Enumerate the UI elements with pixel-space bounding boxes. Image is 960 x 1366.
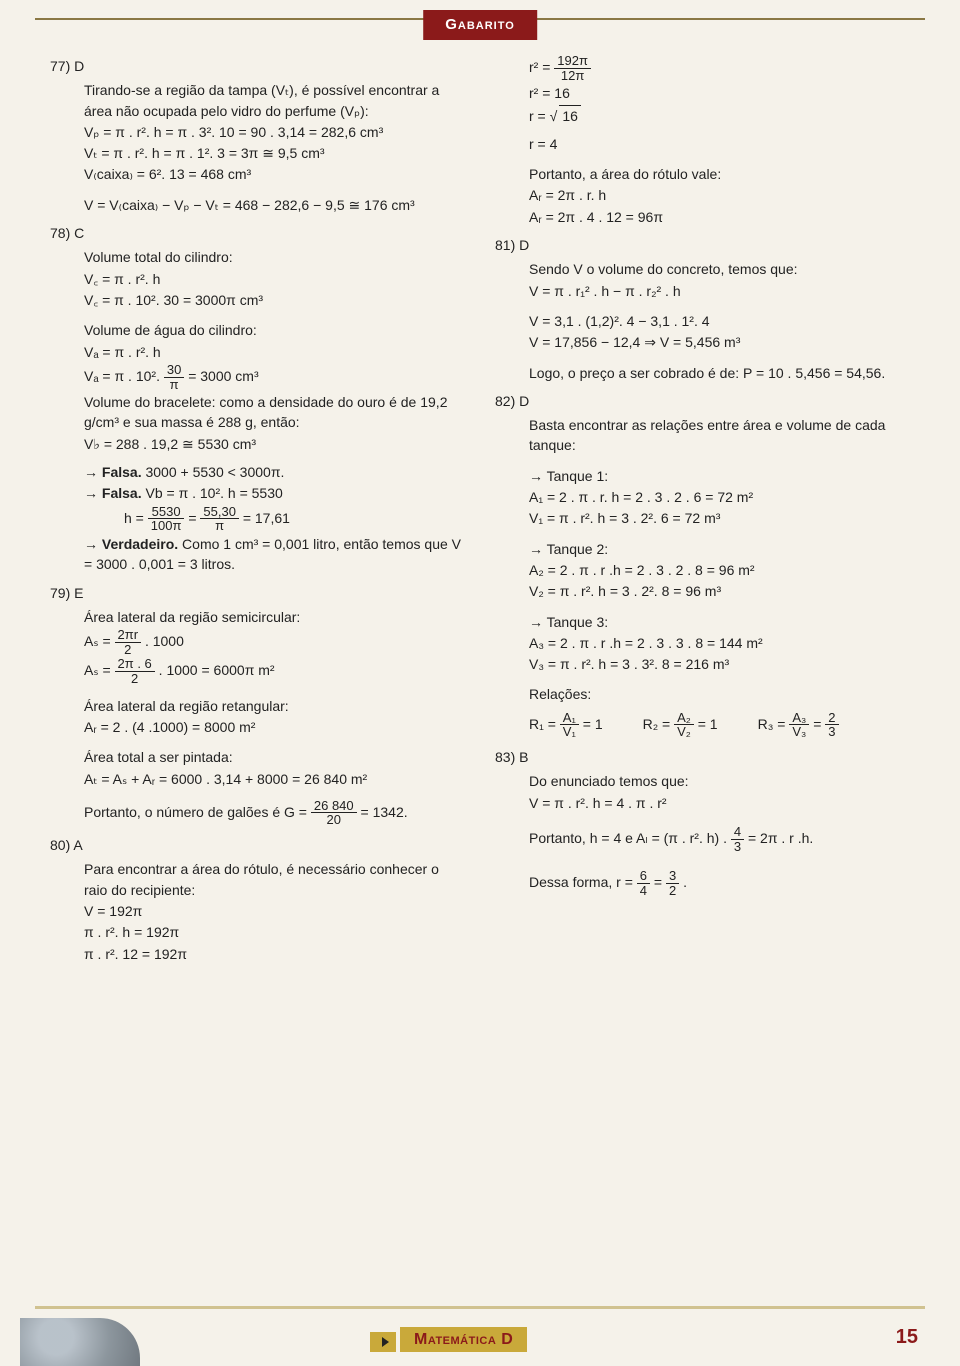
q78-f1: Falsa. 3000 + 5530 < 3000π.	[84, 462, 465, 482]
q80-r3: r = √16	[529, 105, 910, 126]
q80-l4: Aᵣ = 2π . r. h	[529, 185, 910, 205]
content-columns: 77) D Tirando-se a região da tampa (Vₜ),…	[50, 50, 910, 1286]
q82-relations: R₁ = A₁V₁ = 1 R₂ = A₂V₂ = 1 R₃ = A₃V₃ = …	[529, 711, 910, 739]
q82-t3b: V₃ = π . r². h = 3 . 3². 8 = 216 m³	[529, 654, 910, 674]
q78-l1: V꜀ = π . r². h	[84, 269, 465, 289]
q80-l2: π . r². h = 192π	[84, 922, 465, 942]
q78-hcalc: h = 5530100π = 55,30π = 17,61	[124, 505, 465, 533]
q78-l5: V♭ = 288 . 19,2 ≅ 5530 cm³	[84, 434, 465, 454]
q79-h3: Área total a ser pintada:	[84, 747, 465, 767]
q80-r1: r² = 192π12π	[529, 54, 910, 82]
q80-body-left: Para encontrar a área do rótulo, é neces…	[84, 859, 465, 963]
q82-t1: Tanque 1:	[529, 466, 910, 486]
q78-v1: Verdadeiro. Como 1 cm³ = 0,001 litro, en…	[84, 534, 465, 575]
q77-l3: V₍caixa₎ = 6². 13 = 468 cm³	[84, 164, 465, 184]
q82-R2: R₂ = A₂V₂ = 1	[643, 711, 718, 739]
q79-h1: Área lateral da região semicircular:	[84, 607, 465, 627]
q82-t2b: V₂ = π . r². h = 3 . 2². 8 = 96 m³	[529, 581, 910, 601]
q83-l2: Portanto, h = 4 e Aₗ = (π . r². h) . 43 …	[529, 825, 910, 853]
q82-h1: Basta encontrar as relações entre área e…	[529, 415, 910, 456]
q81-l4: Logo, o preço a ser cobrado é de: P = 10…	[529, 363, 910, 383]
q81-l3: V = 17,856 − 12,4 ⇒ V = 5,456 m³	[529, 332, 910, 352]
q77-l1: Vₚ = π . r². h = π . 3². 10 = 90 . 3,14 …	[84, 122, 465, 142]
q78-l4: Vₐ = π . 10². 30π = 3000 cm³	[84, 363, 465, 391]
q83-l3: Dessa forma, r = 64 = 32 .	[529, 869, 910, 897]
q79-l1: Aₛ = 2πr2 . 1000	[84, 628, 465, 656]
q80-l5: Aᵣ = 2π . 4 . 12 = 96π	[529, 207, 910, 227]
q78-l2: V꜀ = π . 10². 30 = 3000π cm³	[84, 290, 465, 310]
q80-label: 80) A	[50, 835, 465, 855]
q78-l4a: Vₐ = π . 10².	[84, 368, 164, 384]
q80-h1: Para encontrar a área do rótulo, é neces…	[84, 859, 465, 900]
q77-body: Tirando-se a região da tampa (Vₜ), é pos…	[84, 80, 465, 215]
q79-l4: Aₜ = Aₛ + Aᵣ = 6000 . 3,14 + 8000 = 26 8…	[84, 769, 465, 789]
q78-f2: Falsa. Vb = π . 10². h = 5530	[84, 483, 465, 503]
q80-r2: r² = 16	[529, 83, 910, 103]
q78-h3: Volume do bracelete: como a densidade do…	[84, 392, 465, 433]
q82-t3: Tanque 3:	[529, 612, 910, 632]
q82-t1b: V₁ = π . r². h = 3 . 2². 6 = 72 m³	[529, 508, 910, 528]
q82-t3a: A₃ = 2 . π . r .h = 2 . 3 . 3 . 8 = 144 …	[529, 633, 910, 653]
q80-h2: Portanto, a área do rótulo vale:	[529, 164, 910, 184]
q82-rel: Relações:	[529, 684, 910, 704]
q77-l4: V = V₍caixa₎ − Vₚ − Vₜ = 468 − 282,6 − 9…	[84, 195, 465, 215]
q79-label: 79) E	[50, 583, 465, 603]
q82-R1: R₁ = A₁V₁ = 1	[529, 711, 603, 739]
footer-page-number: 15	[896, 1323, 918, 1352]
q82-t2a: A₂ = 2 . π . r .h = 2 . 3 . 2 . 8 = 96 m…	[529, 560, 910, 580]
q78-label: 78) C	[50, 223, 465, 243]
q78-l4frac: 30π	[164, 363, 184, 391]
q77-intro: Tirando-se a região da tampa (Vₜ), é pos…	[84, 80, 465, 121]
q79-l5: Portanto, o número de galões é G = 26 84…	[84, 799, 465, 827]
q81-h1: Sendo V o volume do concreto, temos que:	[529, 259, 910, 279]
q81-l1: V = π . r₁² . h − π . r₂² . h	[529, 281, 910, 301]
q82-label: 82) D	[495, 391, 910, 411]
q79-body: Área lateral da região semicircular: Aₛ …	[84, 607, 465, 827]
left-column: 77) D Tirando-se a região da tampa (Vₜ),…	[50, 50, 465, 1286]
q77-label: 77) D	[50, 56, 465, 76]
q80-body-right: r² = 192π12π r² = 16 r = √16 r = 4 Porta…	[529, 54, 910, 227]
footer-logo-icon	[370, 1332, 396, 1352]
footer-decorative-image	[20, 1318, 140, 1366]
footer: Matemática D 15	[0, 1306, 960, 1366]
q80-r4: r = 4	[529, 134, 910, 154]
q80-l3: π . r². 12 = 192π	[84, 944, 465, 964]
q82-body: Basta encontrar as relações entre área e…	[529, 415, 910, 739]
q78-h2: Volume de água do cilindro:	[84, 320, 465, 340]
q82-R3: R₃ = A₃V₃ = 23	[758, 711, 839, 739]
q80-l1: V = 192π	[84, 901, 465, 921]
q77-l2: Vₜ = π . r². h = π . 1². 3 = 3π ≅ 9,5 cm…	[84, 143, 465, 163]
q78-body: Volume total do cilindro: V꜀ = π . r². h…	[84, 247, 465, 574]
q82-t2: Tanque 2:	[529, 539, 910, 559]
right-column: r² = 192π12π r² = 16 r = √16 r = 4 Porta…	[495, 50, 910, 1286]
q79-l3: Aᵣ = 2 . (4 .1000) = 8000 m²	[84, 717, 465, 737]
q81-l2: V = 3,1 . (1,2)². 4 − 3,1 . 1². 4	[529, 311, 910, 331]
q78-l3: Vₐ = π . r². h	[84, 342, 465, 362]
footer-rule	[35, 1306, 925, 1309]
q83-l1: V = π . r². h = 4 . π . r²	[529, 793, 910, 813]
q79-h2: Área lateral da região retangular:	[84, 696, 465, 716]
q78-l4b: = 3000 cm³	[188, 368, 258, 384]
footer-subject: Matemática D	[400, 1327, 527, 1352]
q78-h1: Volume total do cilindro:	[84, 247, 465, 267]
q83-body: Do enunciado temos que: V = π . r². h = …	[529, 771, 910, 897]
q82-t1a: A₁ = 2 . π . r. h = 2 . 3 . 2 . 6 = 72 m…	[529, 487, 910, 507]
q81-label: 81) D	[495, 235, 910, 255]
q79-l2: Aₛ = 2π . 62 . 1000 = 6000π m²	[84, 657, 465, 685]
q83-h1: Do enunciado temos que:	[529, 771, 910, 791]
header-tab: Gabarito	[423, 10, 537, 40]
q83-label: 83) B	[495, 747, 910, 767]
q81-body: Sendo V o volume do concreto, temos que:…	[529, 259, 910, 382]
